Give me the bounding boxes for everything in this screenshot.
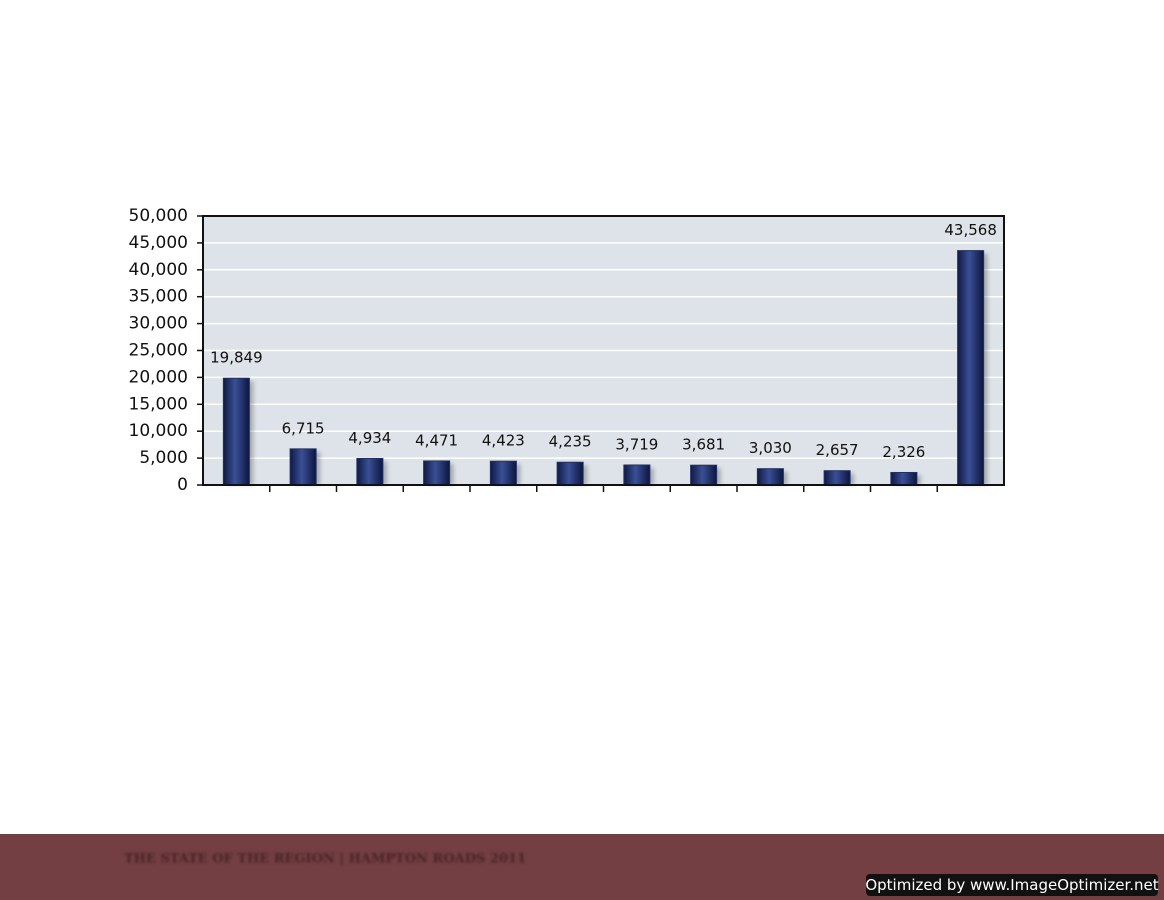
y-tick-label: 0 bbox=[177, 475, 188, 495]
bar bbox=[556, 461, 584, 486]
value-label: 3,681 bbox=[682, 436, 725, 454]
bar bbox=[423, 460, 451, 486]
y-tick-label: 5,000 bbox=[139, 448, 188, 468]
y-tick-label: 25,000 bbox=[129, 341, 188, 361]
y-tick-label: 20,000 bbox=[129, 367, 188, 387]
watermark-box bbox=[866, 874, 1158, 896]
y-tick-label: 40,000 bbox=[129, 260, 188, 280]
value-label: 19,849 bbox=[210, 349, 263, 367]
footer-text: THE STATE OF THE REGION | HAMPTON ROADS … bbox=[124, 852, 526, 867]
bar bbox=[222, 377, 250, 486]
value-label: 3,719 bbox=[615, 435, 658, 453]
bar bbox=[289, 448, 317, 486]
value-label: 2,326 bbox=[882, 443, 925, 461]
bar bbox=[356, 457, 384, 486]
bar bbox=[756, 468, 784, 486]
value-label: 4,934 bbox=[348, 429, 391, 447]
value-label: 6,715 bbox=[282, 419, 325, 437]
y-tick-label: 15,000 bbox=[129, 394, 188, 414]
y-tick-label: 50,000 bbox=[129, 206, 188, 226]
bar bbox=[890, 471, 918, 486]
bar bbox=[489, 460, 517, 486]
y-tick-label: 10,000 bbox=[129, 421, 188, 441]
y-tick-label: 30,000 bbox=[129, 314, 188, 334]
bar bbox=[823, 470, 851, 486]
value-label: 4,471 bbox=[415, 431, 458, 449]
value-label: 4,423 bbox=[482, 432, 525, 450]
bar bbox=[957, 250, 985, 486]
value-label: 3,030 bbox=[749, 439, 792, 457]
watermark: Optimized by www.ImageOptimizer.net bbox=[865, 876, 1158, 894]
value-label: 4,235 bbox=[549, 433, 592, 451]
y-tick-label: 45,000 bbox=[129, 233, 188, 253]
bar bbox=[690, 464, 718, 486]
value-label: 2,657 bbox=[816, 441, 859, 459]
bar bbox=[623, 464, 651, 486]
y-tick-label: 35,000 bbox=[129, 287, 188, 307]
bars bbox=[222, 250, 988, 486]
value-label: 43,568 bbox=[944, 221, 997, 239]
